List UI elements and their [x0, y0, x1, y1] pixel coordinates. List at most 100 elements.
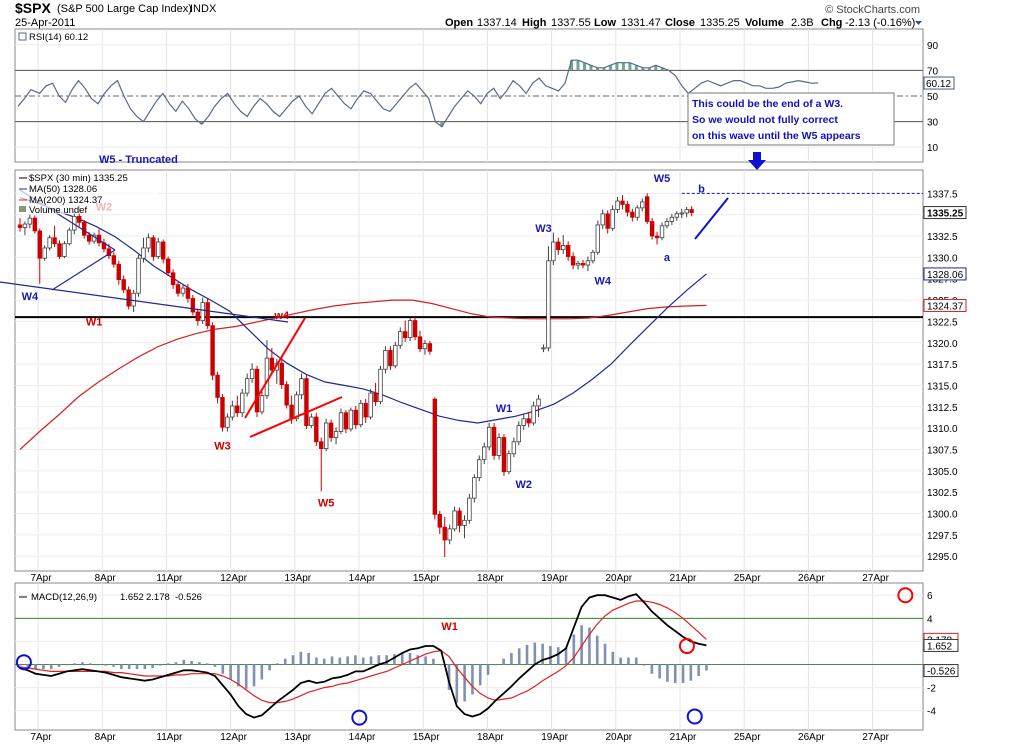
- candle-body: [27, 217, 33, 225]
- x-axis-label: 14Apr: [349, 573, 376, 584]
- macd-histogram-bar: [49, 664, 53, 670]
- candle-body: [348, 409, 354, 430]
- grid-lines: [15, 29, 923, 730]
- macd-histogram-bar: [510, 652, 513, 665]
- macd-legend-macd: 1.652: [120, 592, 144, 603]
- price-plot: [15, 192, 923, 558]
- price-legend-bg: [18, 172, 158, 214]
- candle-body: [289, 404, 294, 420]
- macd-histogram-bar: [408, 652, 412, 665]
- candle-body: [536, 398, 541, 407]
- candle-body: [309, 416, 314, 426]
- rsi-y-tick: 90: [927, 41, 939, 52]
- candle-body: [442, 526, 447, 541]
- candle-body: [437, 513, 442, 528]
- price-y-tick: 1305.0: [927, 467, 958, 478]
- macd-histogram-bar: [143, 664, 147, 670]
- candle-body: [82, 221, 87, 236]
- x-axis-label: 11Apr: [156, 732, 183, 743]
- candle-body: [467, 497, 472, 521]
- x-axis-label: 14Apr: [349, 732, 376, 743]
- wave-label: W5: [654, 173, 671, 185]
- candle-body: [151, 237, 156, 257]
- candle-body: [254, 368, 260, 413]
- candle-body: [496, 437, 502, 456]
- close-label: Close: [665, 17, 695, 29]
- candle-body: [640, 201, 645, 209]
- candle-body: [654, 235, 660, 239]
- macd-histogram-bar: [315, 657, 318, 665]
- macd-histogram-bar: [268, 664, 271, 671]
- macd-histogram-bar: [432, 658, 435, 665]
- candle-body: [595, 224, 600, 253]
- macd-histogram-bar: [291, 655, 295, 665]
- price-y-tick: 1307.5: [927, 445, 958, 456]
- macd-histogram-bar: [166, 663, 170, 665]
- candle-body: [486, 426, 492, 448]
- wave-label: w4: [273, 310, 290, 322]
- x-axis-label: 8Apr: [95, 573, 117, 584]
- price-value-tag: [923, 206, 967, 220]
- candle-body: [501, 437, 507, 473]
- candle-body: [146, 237, 151, 249]
- candle-body: [516, 425, 521, 443]
- candle-body: [175, 284, 181, 294]
- candle-body: [22, 223, 28, 228]
- candle-body: [590, 251, 596, 262]
- price-value-tag: [923, 267, 967, 281]
- candle-body: [269, 357, 275, 371]
- macd-legend-signal: 2.178: [146, 592, 170, 603]
- candle-body: [259, 395, 265, 413]
- macd-histogram-bar: [18, 664, 22, 666]
- macd-histogram-bar: [135, 664, 139, 670]
- macd-histogram-bar: [494, 664, 498, 666]
- x-axis-label: 27Apr: [862, 573, 889, 584]
- candle-body: [689, 209, 694, 213]
- candle-body: [161, 241, 166, 260]
- candle-body: [585, 260, 591, 266]
- macd-y-tick: 4: [927, 614, 933, 625]
- macd-histogram-bar: [556, 647, 560, 665]
- candle-body: [491, 426, 497, 456]
- candle-body: [333, 431, 339, 438]
- volume-label: Volume: [745, 17, 784, 29]
- exchange: INDX: [190, 3, 217, 15]
- rsi-value-tag: [923, 76, 955, 90]
- candle-body: [126, 289, 131, 307]
- x-axis-label: 13Apr: [284, 573, 311, 584]
- candle-body: [605, 213, 610, 229]
- dropdown-arrow-icon[interactable]: [915, 21, 922, 25]
- candle-body: [42, 247, 47, 259]
- candle-body: [86, 234, 92, 242]
- price-legend-text: $SPX (30 min) 1335.25: [29, 173, 128, 184]
- wave-label: a: [664, 252, 671, 264]
- wave-label: W5: [318, 498, 335, 510]
- candle-body: [353, 409, 359, 426]
- macd-histogram-bar: [627, 657, 630, 665]
- candle-body: [67, 229, 72, 245]
- candle-body: [664, 221, 670, 227]
- wedge-upper-line: [244, 317, 306, 419]
- price-y-tick: 1315.0: [927, 381, 958, 392]
- high-value: 1337.55: [551, 17, 591, 29]
- macd-histogram-bar: [634, 657, 638, 665]
- x-axis-label: 26Apr: [798, 573, 825, 584]
- macd-histogram-bar: [447, 664, 451, 690]
- candle-body: [279, 362, 284, 385]
- candle-body: [121, 279, 126, 291]
- macd-histogram-bar: [96, 664, 100, 666]
- macd-histogram-bar: [673, 664, 677, 683]
- rsi-legend-swatch-icon: [18, 32, 27, 41]
- candle-body: [363, 402, 368, 418]
- candle-body: [343, 412, 349, 430]
- macd-turn-circle: [15, 654, 32, 671]
- ma200-legend-text: MA(200) 1324.37: [29, 195, 102, 206]
- annotation-note: This could be the end of a W3. So we wou…: [687, 92, 895, 146]
- macd-histogram-bar: [705, 664, 708, 671]
- x-axis-label: 21Apr: [670, 573, 697, 584]
- macd-legend: MACD(12,26,9) 1.652 2.178 -0.526: [19, 592, 202, 603]
- x-axis-label: 27Apr: [862, 732, 889, 743]
- macd-histogram-bar: [159, 664, 162, 666]
- candle-body: [32, 217, 38, 232]
- macd-histogram-bar: [642, 664, 646, 666]
